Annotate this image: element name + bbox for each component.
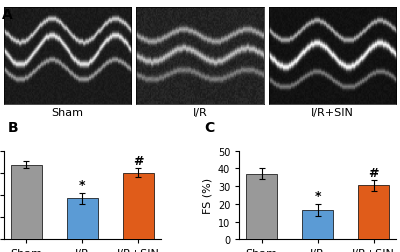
Text: #: # (368, 166, 379, 179)
Y-axis label: FS (%): FS (%) (202, 177, 212, 213)
Bar (358, 185, 389, 239)
Text: B: B (8, 121, 19, 135)
Bar (11, 165, 42, 239)
X-axis label: I/R: I/R (193, 108, 207, 117)
Text: A: A (2, 8, 13, 21)
X-axis label: I/R+SIN: I/R+SIN (311, 108, 354, 117)
Bar (123, 173, 154, 239)
Text: *: * (314, 190, 321, 203)
Text: #: # (133, 154, 144, 167)
X-axis label: Sham: Sham (52, 108, 84, 117)
Text: *: * (79, 178, 86, 191)
Text: C: C (204, 121, 214, 135)
Bar (302, 210, 333, 239)
Bar (67, 199, 98, 239)
Bar (246, 174, 277, 239)
